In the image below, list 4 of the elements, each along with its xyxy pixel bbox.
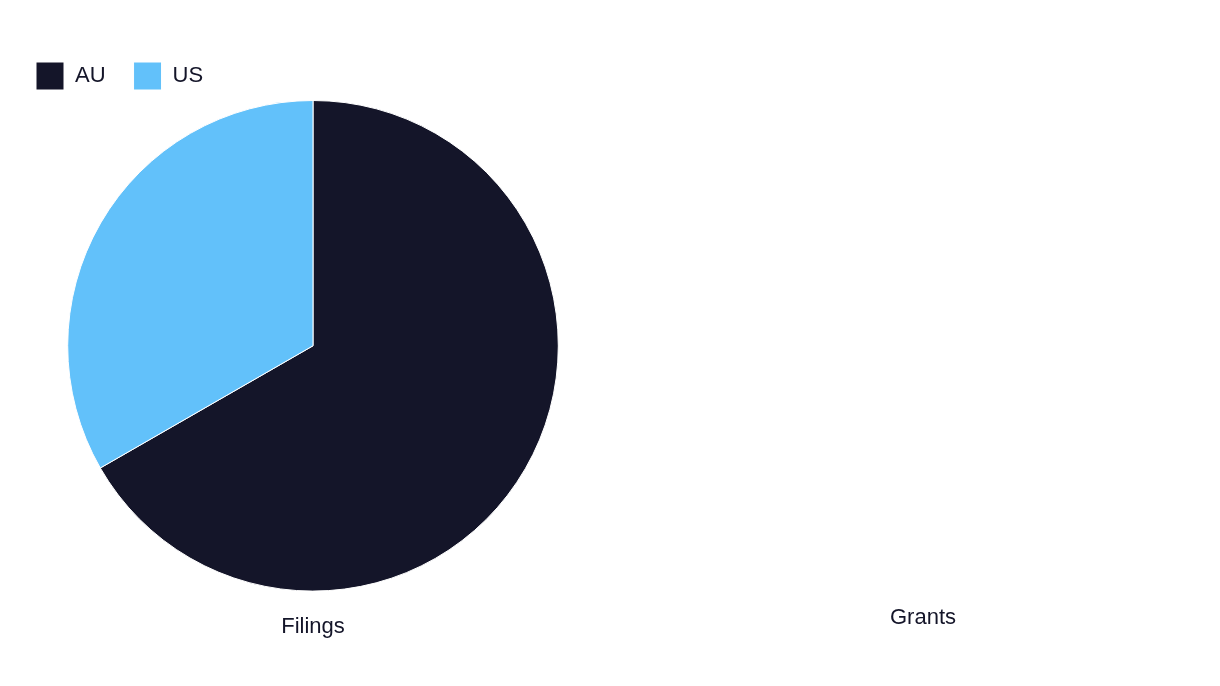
legend-label: US bbox=[172, 62, 204, 88]
text: Grants bbox=[889, 604, 957, 630]
legend-label: AU bbox=[75, 62, 106, 88]
text: Filings bbox=[281, 612, 345, 638]
